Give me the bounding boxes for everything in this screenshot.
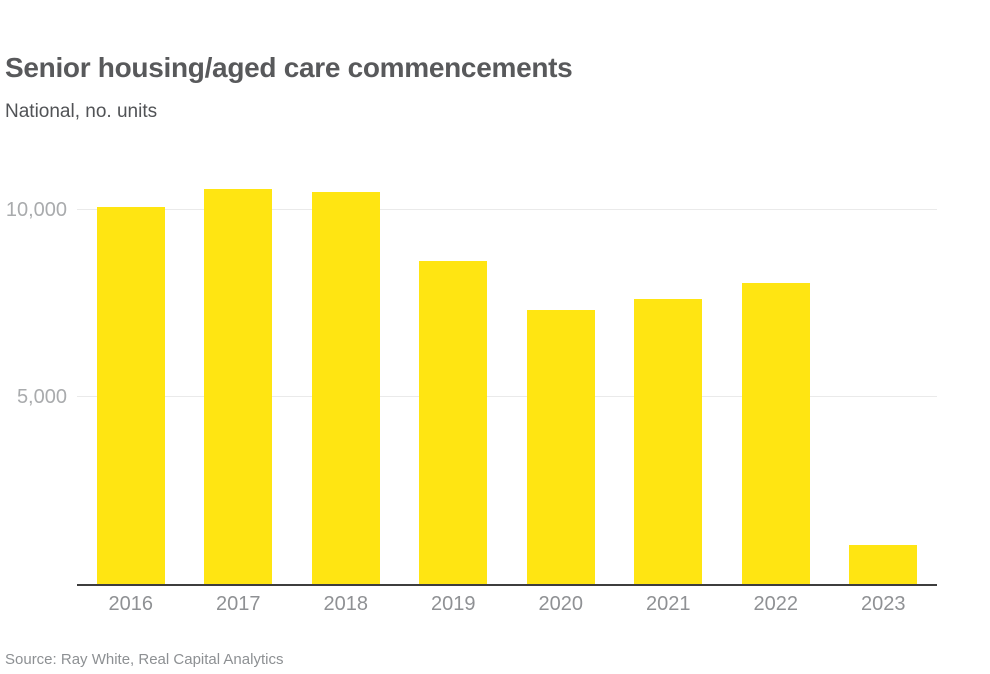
- bar-2017: [204, 189, 273, 584]
- bars-layer: [77, 170, 937, 584]
- y-tick-label-10000: 10,000: [5, 199, 67, 222]
- chart-subtitle: National, no. units: [5, 101, 158, 122]
- gridline-5000: [77, 396, 937, 398]
- x-axis-labels: 2016 2017 2018 2019 2020 2021 2022 2023: [77, 593, 937, 616]
- bar-2019: [419, 261, 488, 584]
- gridline-10000: [77, 209, 937, 211]
- y-tick-label-5000: 5,000: [16, 386, 67, 408]
- bar-slot-2020: [507, 170, 615, 584]
- x-tick-label-2020: 2020: [538, 593, 584, 615]
- bar-2022: [741, 283, 810, 584]
- bar-slot-2018: [292, 170, 400, 584]
- x-tick-label-2016: 2016: [108, 593, 154, 615]
- chart-title: Senior housing/aged care commencements: [5, 52, 573, 83]
- x-tick-label-2021: 2021: [646, 593, 691, 615]
- bar-slot-2017: [185, 170, 293, 584]
- bar-2020: [526, 310, 595, 584]
- x-tick-label-2018: 2018: [323, 593, 369, 615]
- x-tick-label-2023: 2023: [861, 593, 906, 615]
- bar-slot-2019: [400, 170, 508, 584]
- x-tick-label-2022: 2022: [753, 593, 799, 615]
- source-attribution: Source: Ray White, Real Capital Analytic…: [5, 651, 284, 668]
- y-axis-labels: 5,000 10,000: [0, 0, 67, 674]
- x-tick-label-2017: 2017: [216, 593, 261, 615]
- x-tick-label-2019: 2019: [431, 593, 476, 615]
- bar-2023: [849, 545, 918, 584]
- bar-2016: [96, 207, 165, 584]
- bar-2021: [634, 299, 703, 584]
- bar-slot-2023: [830, 170, 938, 584]
- plot-area: [77, 170, 937, 586]
- bar-slot-2021: [615, 170, 723, 584]
- bar-slot-2016: [77, 170, 185, 584]
- bar-slot-2022: [722, 170, 830, 584]
- bar-2018: [311, 192, 380, 584]
